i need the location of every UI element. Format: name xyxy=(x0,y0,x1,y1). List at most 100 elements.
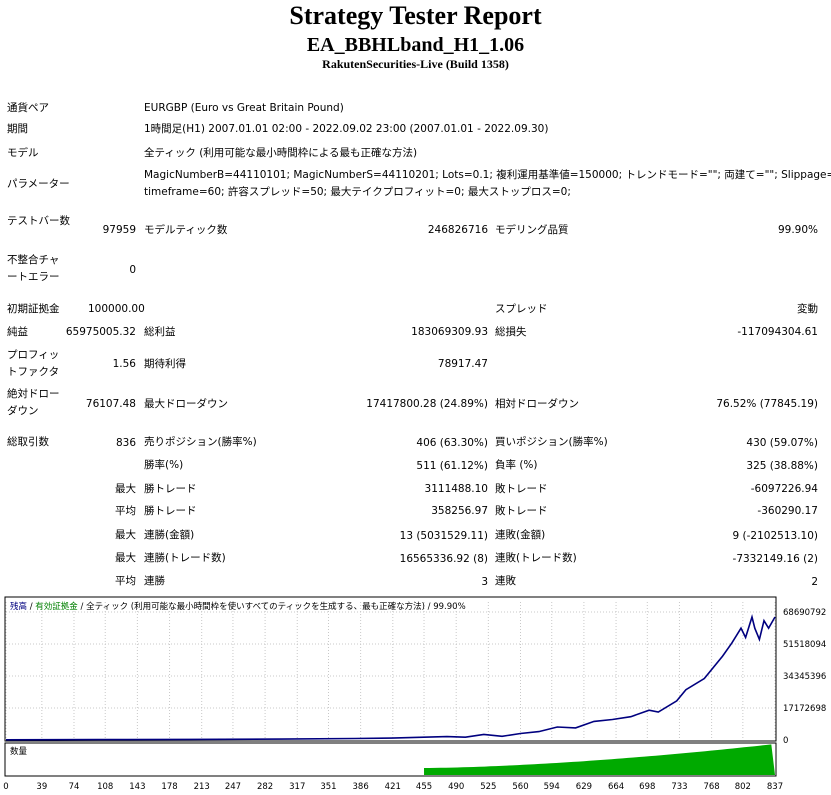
report-title: Strategy Tester Report xyxy=(289,1,542,30)
bars-label: テストバー数 xyxy=(7,215,70,227)
volume-area xyxy=(424,744,775,775)
max-win-value: 3111488.10 xyxy=(424,483,488,495)
period-label: 期間 xyxy=(7,123,28,135)
net-profit-value: 65975005.32 xyxy=(65,326,136,338)
y-tick-label: 0 xyxy=(783,736,788,746)
win-rate-value: 511 (61.12%) xyxy=(416,460,488,472)
rel-drawdown-label: 相対ドローダウン xyxy=(495,398,579,410)
max-word-3: 最大 xyxy=(115,552,136,564)
expected-payoff-value: 78917.47 xyxy=(437,358,488,370)
abs-drawdown-label: 絶対ドローダウン xyxy=(7,388,60,417)
avg-cons-wins-value: 3 xyxy=(481,576,488,588)
deposit-label: 初期証拠金 xyxy=(7,303,60,315)
avg-loss-label: 敗トレード xyxy=(495,505,548,517)
max-cons-wins-trades-value: 16565336.92 (8) xyxy=(399,553,488,565)
x-tick-label: 455 xyxy=(416,782,432,792)
x-tick-label: 802 xyxy=(735,782,751,792)
x-tick-label: 108 xyxy=(97,782,113,792)
x-tick-label: 733 xyxy=(671,782,687,792)
x-tick-label: 178 xyxy=(161,782,177,792)
max-cons-losses-amt-label: 連敗(金額) xyxy=(495,529,546,541)
profit-factor-value: 1.56 xyxy=(112,358,136,370)
gross-profit-value: 183069309.93 xyxy=(411,326,488,338)
x-tick-label: 74 xyxy=(69,782,80,792)
avg-cons-wins-label: 連勝 xyxy=(144,575,165,587)
max-cons-wins-amt-value: 13 (5031529.11) xyxy=(399,530,488,542)
avg-word-1: 平均 xyxy=(115,505,136,517)
volume-bars xyxy=(424,744,775,775)
max-loss-value: -6097226.94 xyxy=(750,483,818,495)
y-tick-label: 17172698 xyxy=(783,704,826,714)
balance-plot-frame xyxy=(4,596,777,742)
avg-loss-value: -360290.17 xyxy=(757,505,818,517)
x-tick-label: 317 xyxy=(289,782,305,792)
legend-rest: / 全ティック (利用可能な最小時間枠を使いすべてのティックを生成する、最も正確… xyxy=(77,602,466,612)
x-tick-label: 525 xyxy=(480,782,496,792)
max-word-1: 最大 xyxy=(115,483,136,495)
x-tick-label: 421 xyxy=(385,782,401,792)
x-tick-label: 386 xyxy=(353,782,369,792)
gross-profit-label: 総利益 xyxy=(144,326,176,338)
max-word-2: 最大 xyxy=(115,529,136,541)
x-tick-label: 594 xyxy=(544,782,560,792)
x-tick-label: 698 xyxy=(639,782,655,792)
volume-label: 数量 xyxy=(10,747,28,757)
server-name: RakutenSecurities-Live (Build 1358) xyxy=(322,57,509,71)
max-cons-losses-trades-value: -7332149.16 (2) xyxy=(732,553,818,565)
avg-word-2: 平均 xyxy=(115,575,136,587)
max-win-label: 勝トレード xyxy=(144,483,197,495)
x-tick-label: 351 xyxy=(320,782,336,792)
x-tick-label: 0 xyxy=(3,782,8,792)
ticks-value: 246826716 xyxy=(427,224,488,236)
x-tick-label: 143 xyxy=(129,782,145,792)
legend-separator: / xyxy=(27,602,36,612)
x-tick-label: 629 xyxy=(576,782,592,792)
x-tick-label: 213 xyxy=(194,782,210,792)
win-rate-label: 勝率(%) xyxy=(144,459,184,471)
x-tick-label: 282 xyxy=(257,782,273,792)
max-cons-losses-amt-value: 9 (-2102513.10) xyxy=(732,530,818,542)
max-cons-losses-trades-label: 連敗(トレード数) xyxy=(495,552,577,564)
x-tick-label: 664 xyxy=(608,782,624,792)
deposit-value: 100000.00 xyxy=(88,303,145,315)
y-tick-label: 68690792 xyxy=(783,608,826,618)
params-line-2: timeframe=60; 許容スプレッド=50; 最大テイクプロフィット=0;… xyxy=(144,186,571,198)
spread-value: 変動 xyxy=(797,303,818,315)
mismatch-value: 0 xyxy=(129,264,136,276)
max-drawdown-label: 最大ドローダウン xyxy=(144,398,228,410)
legend-balance: 残高 xyxy=(10,602,28,612)
y-tick-label: 51518094 xyxy=(783,640,826,650)
model-value: 全ティック (利用可能な最小時間枠による最も正確な方法) xyxy=(144,147,418,159)
short-positions-label: 売りポジション(勝率%) xyxy=(144,436,257,448)
x-tick-label: 39 xyxy=(36,782,47,792)
balance-series-line xyxy=(5,614,776,741)
total-trades-value: 836 xyxy=(115,437,136,449)
max-drawdown-value: 17417800.28 (24.89%) xyxy=(366,398,488,410)
ticks-label: モデルティック数 xyxy=(144,224,228,236)
avg-cons-losses-value: 2 xyxy=(811,576,818,588)
loss-rate-value: 325 (38.88%) xyxy=(746,460,818,472)
symbol-label: 通貨ペア xyxy=(7,102,49,114)
x-tick-label: 837 xyxy=(767,782,783,792)
profit-factor-label: プロフィットファクタ xyxy=(7,349,60,378)
short-positions-value: 406 (63.30%) xyxy=(416,437,488,449)
expected-payoff-label: 期待利得 xyxy=(144,358,186,370)
total-trades-label: 総取引数 xyxy=(7,436,49,448)
net-profit-label: 純益 xyxy=(7,326,28,338)
long-positions-label: 買いポジション(勝率%) xyxy=(495,436,608,448)
x-tick-label: 490 xyxy=(448,782,464,792)
x-tick-label: 247 xyxy=(225,782,241,792)
max-cons-wins-amt-label: 連勝(金額) xyxy=(144,529,195,541)
max-cons-wins-trades-label: 連勝(トレード数) xyxy=(144,552,226,564)
abs-drawdown-value: 76107.48 xyxy=(85,398,136,410)
x-tick-label: 560 xyxy=(512,782,528,792)
gross-loss-label: 総損失 xyxy=(495,326,527,338)
legend-equity: 有効証拠金 xyxy=(35,602,78,612)
x-tick-labels: 0 39 74 108 143 178 213 247 282 317 351 386 421 455 49… xyxy=(3,782,783,792)
bars-value: 97959 xyxy=(102,224,136,236)
x-tick-label: 768 xyxy=(703,782,719,792)
loss-rate-label: 負率 (%) xyxy=(495,459,538,471)
period-value: 1時間足(H1) 2007.01.01 02:00 - 2022.09.02 2… xyxy=(144,123,549,135)
grid-lines xyxy=(5,602,776,740)
